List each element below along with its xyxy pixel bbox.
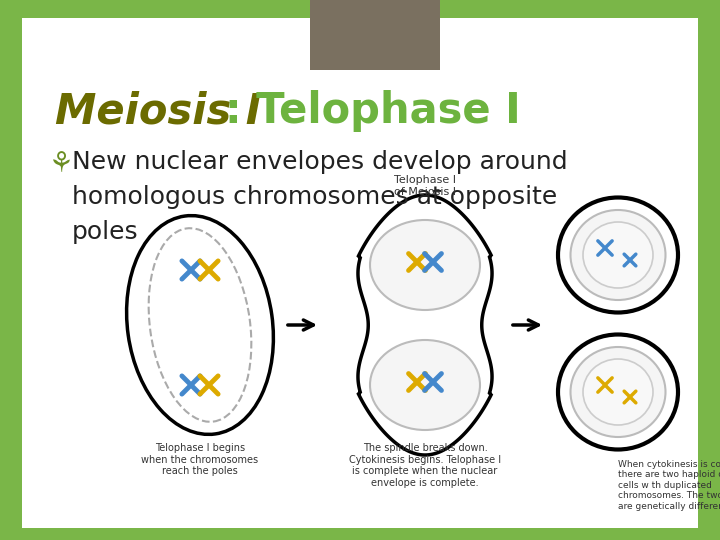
Ellipse shape <box>558 198 678 313</box>
Ellipse shape <box>570 347 665 437</box>
Text: homologous chromosomes at opposite: homologous chromosomes at opposite <box>72 185 557 209</box>
Text: When cytokinesis is complete
there are two haploid daughter
cells w th duplicate: When cytokinesis is complete there are t… <box>618 460 720 511</box>
FancyBboxPatch shape <box>310 0 440 70</box>
Ellipse shape <box>127 215 274 434</box>
Ellipse shape <box>370 220 480 310</box>
Text: poles: poles <box>72 220 139 244</box>
Text: The spindle breaks down.
Cytokinesis begins. Telophase I
is complete when the nu: The spindle breaks down. Cytokinesis beg… <box>349 443 501 488</box>
Ellipse shape <box>558 334 678 449</box>
Ellipse shape <box>570 210 665 300</box>
Text: Telophase I
of Meiosis I: Telophase I of Meiosis I <box>394 175 456 197</box>
Text: : Telophase I: : Telophase I <box>225 90 521 132</box>
Ellipse shape <box>583 359 653 425</box>
Text: Telophase I begins
when the chromosomes
reach the poles: Telophase I begins when the chromosomes … <box>141 443 258 476</box>
Text: ⚘: ⚘ <box>48 150 73 178</box>
Ellipse shape <box>370 340 480 430</box>
Text: Meiosis I: Meiosis I <box>55 90 261 132</box>
FancyBboxPatch shape <box>22 18 698 528</box>
Ellipse shape <box>583 222 653 288</box>
Text: New nuclear envelopes develop around: New nuclear envelopes develop around <box>72 150 567 174</box>
Polygon shape <box>358 195 492 455</box>
